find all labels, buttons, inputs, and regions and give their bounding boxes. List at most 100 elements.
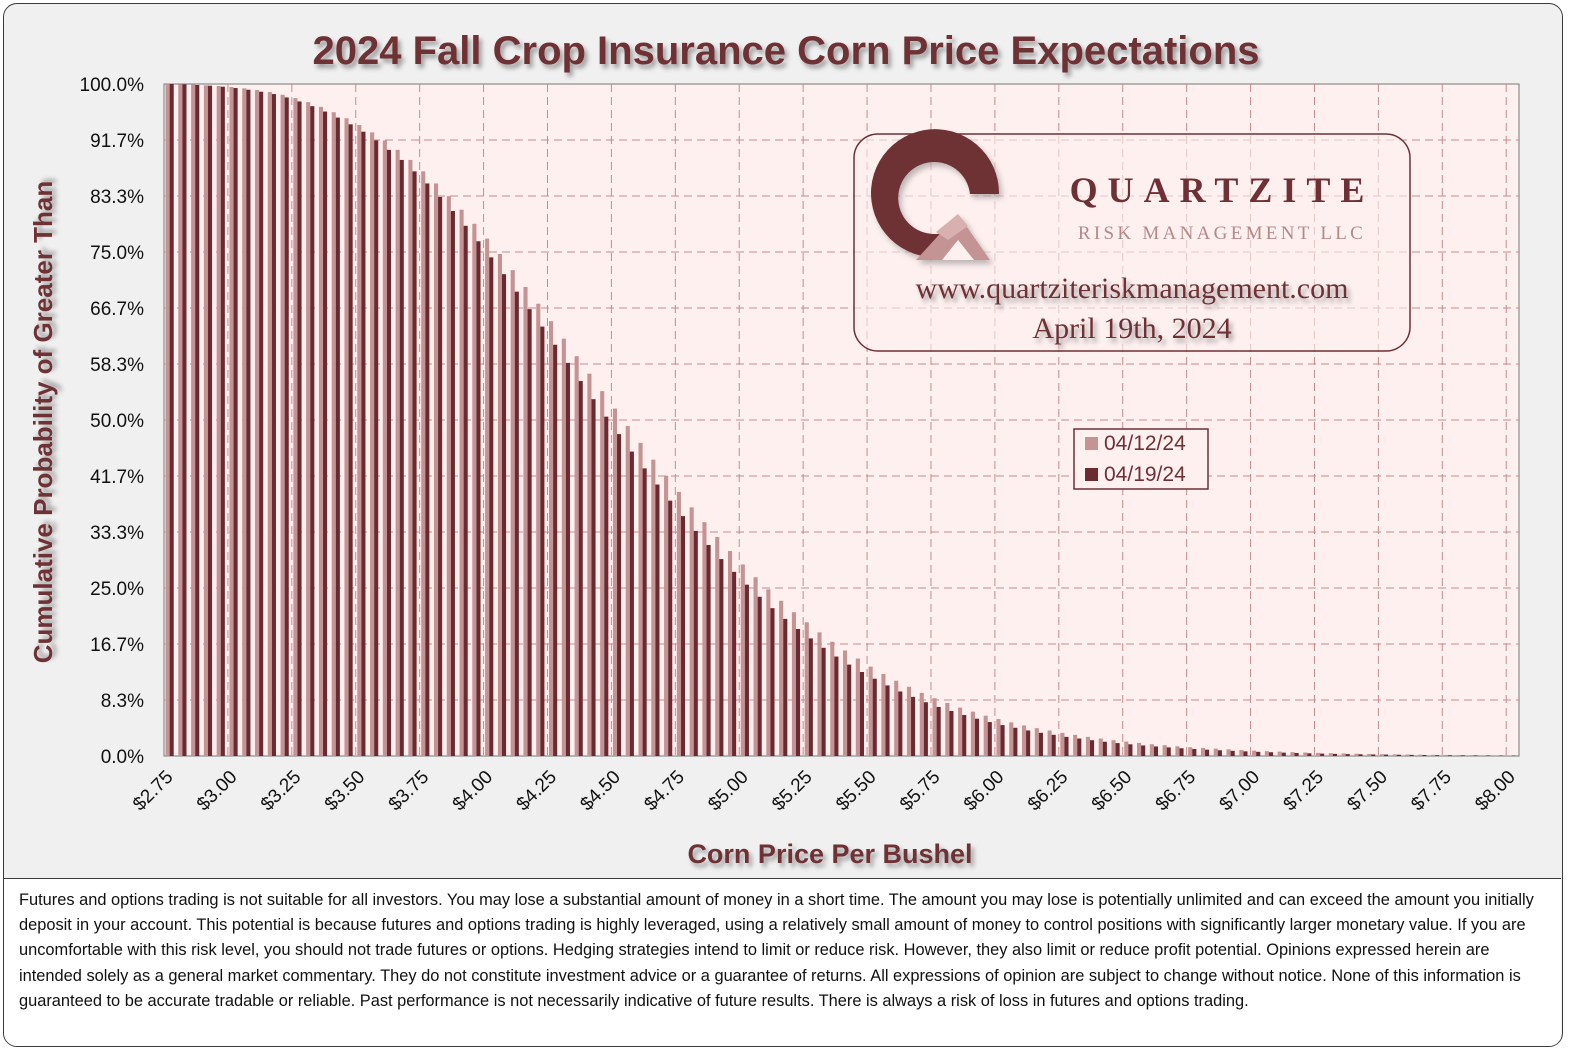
- bar-04-12-24: [1098, 738, 1103, 756]
- bar-04-12-24: [651, 459, 656, 756]
- bar-04-12-24: [472, 223, 477, 756]
- bar-04-19-24: [987, 722, 992, 756]
- x-tick-label: $4.75: [640, 767, 688, 815]
- logo-box: QUARTZITE RISK MANAGEMENT LLC www.quartz…: [853, 129, 1411, 352]
- bar-04-19-24: [1166, 747, 1171, 756]
- bar-04-12-24: [881, 674, 886, 756]
- logo-subtitle-text: RISK MANAGEMENT LLC: [1078, 223, 1366, 244]
- bar-04-12-24: [1341, 753, 1346, 756]
- y-tick-label: 75.0%: [90, 243, 144, 264]
- bar-04-12-24: [549, 321, 554, 756]
- bar-04-19-24: [655, 484, 660, 756]
- y-tick-label: 66.7%: [90, 299, 144, 320]
- x-tick-label: $8.00: [1471, 767, 1519, 815]
- bar-04-19-24: [872, 678, 877, 756]
- logo-brand-text: QUARTZITE: [1070, 170, 1375, 210]
- legend-label-04-19-24: 04/19/24: [1104, 463, 1186, 486]
- bar-04-19-24: [1243, 751, 1248, 756]
- bar-04-12-24: [536, 303, 541, 756]
- x-tick-label: $4.25: [513, 767, 561, 815]
- bar-04-12-24: [1137, 742, 1142, 756]
- bar-04-12-24: [855, 658, 860, 756]
- bar-04-12-24: [1188, 747, 1193, 756]
- bar-04-12-24: [408, 159, 413, 756]
- bar-04-12-24: [370, 132, 375, 756]
- bar-04-12-24: [689, 507, 694, 756]
- bar-04-12-24: [1047, 730, 1052, 756]
- bar-04-19-24: [885, 685, 890, 756]
- bar-04-12-24: [574, 356, 579, 756]
- bar-04-12-24: [676, 491, 681, 756]
- bar-04-12-24: [791, 612, 796, 756]
- bar-04-12-24: [203, 85, 208, 757]
- bar-04-12-24: [779, 600, 784, 756]
- chart-frame: 2024 Fall Crop Insurance Corn Price Expe…: [3, 3, 1563, 1047]
- bar-04-19-24: [1396, 754, 1401, 756]
- bar-04-12-24: [1290, 752, 1295, 756]
- x-tick-label: $7.50: [1343, 767, 1391, 815]
- bar-04-19-24: [949, 710, 954, 756]
- bar-04-19-24: [361, 131, 366, 756]
- bar-04-19-24: [1281, 752, 1286, 756]
- bar-04-19-24: [233, 88, 238, 757]
- bar-04-19-24: [1320, 753, 1325, 756]
- x-tick-label: $6.75: [1152, 767, 1200, 815]
- bar-04-19-24: [1000, 725, 1005, 756]
- bar-04-19-24: [386, 149, 392, 756]
- x-tick-label: $3.00: [193, 767, 241, 815]
- y-axis-title: Cumulative Probability of Greater Than: [28, 181, 58, 664]
- bar-04-12-24: [459, 209, 464, 756]
- bar-04-12-24: [1021, 725, 1027, 756]
- bar-04-12-24: [1405, 754, 1410, 756]
- bar-04-19-24: [1511, 755, 1516, 757]
- bar-04-12-24: [510, 270, 515, 756]
- bar-04-19-24: [1115, 743, 1120, 756]
- bar-04-19-24: [297, 101, 302, 757]
- bar-04-12-24: [191, 84, 196, 756]
- x-tick-label: $6.50: [1088, 767, 1136, 815]
- bar-04-12-24: [1111, 740, 1116, 756]
- x-tick-label: $3.75: [385, 767, 433, 815]
- bar-04-12-24: [1482, 755, 1487, 756]
- x-tick-label: $4.00: [449, 767, 497, 815]
- bar-04-12-24: [1379, 754, 1385, 756]
- bar-04-12-24: [1418, 754, 1423, 756]
- x-tick-label: $7.00: [1216, 767, 1264, 815]
- bar-04-12-24: [612, 408, 618, 756]
- bar-04-19-24: [1384, 754, 1389, 756]
- bar-04-12-24: [344, 118, 349, 757]
- bar-04-19-24: [399, 159, 404, 756]
- bar-04-12-24: [919, 692, 924, 756]
- bar-04-19-24: [706, 544, 711, 756]
- bar-04-19-24: [974, 718, 980, 756]
- bar-04-19-24: [821, 647, 826, 756]
- bar-04-12-24: [830, 641, 835, 756]
- bar-04-19-24: [578, 381, 583, 756]
- bar-04-19-24: [1230, 750, 1235, 756]
- bar-04-19-24: [1102, 741, 1107, 756]
- y-tick-label: 50.0%: [90, 411, 144, 432]
- bar-04-12-24: [932, 698, 937, 756]
- bar-04-12-24: [1316, 752, 1321, 756]
- bar-04-19-24: [1460, 755, 1465, 756]
- bar-04-19-24: [489, 257, 494, 756]
- bar-04-12-24: [1073, 734, 1078, 756]
- bar-04-12-24: [727, 551, 733, 756]
- bar-04-12-24: [1507, 755, 1512, 756]
- bar-04-12-24: [804, 622, 809, 756]
- bar-04-12-24: [267, 92, 272, 756]
- bar-04-12-24: [497, 254, 502, 757]
- bar-04-12-24: [1175, 746, 1180, 756]
- quartzite-logo-icon: [871, 129, 1000, 260]
- bar-04-12-24: [242, 88, 247, 757]
- bar-04-12-24: [740, 564, 745, 756]
- bar-04-12-24: [1200, 747, 1206, 756]
- x-tick-label: $5.75: [896, 767, 944, 815]
- bar-04-19-24: [1307, 753, 1312, 756]
- bar-04-12-24: [970, 711, 975, 756]
- bar-04-19-24: [169, 84, 174, 756]
- bar-04-12-24: [906, 686, 912, 756]
- bar-04-12-24: [421, 171, 426, 757]
- bar-04-19-24: [284, 97, 289, 756]
- bar-04-19-24: [335, 117, 340, 757]
